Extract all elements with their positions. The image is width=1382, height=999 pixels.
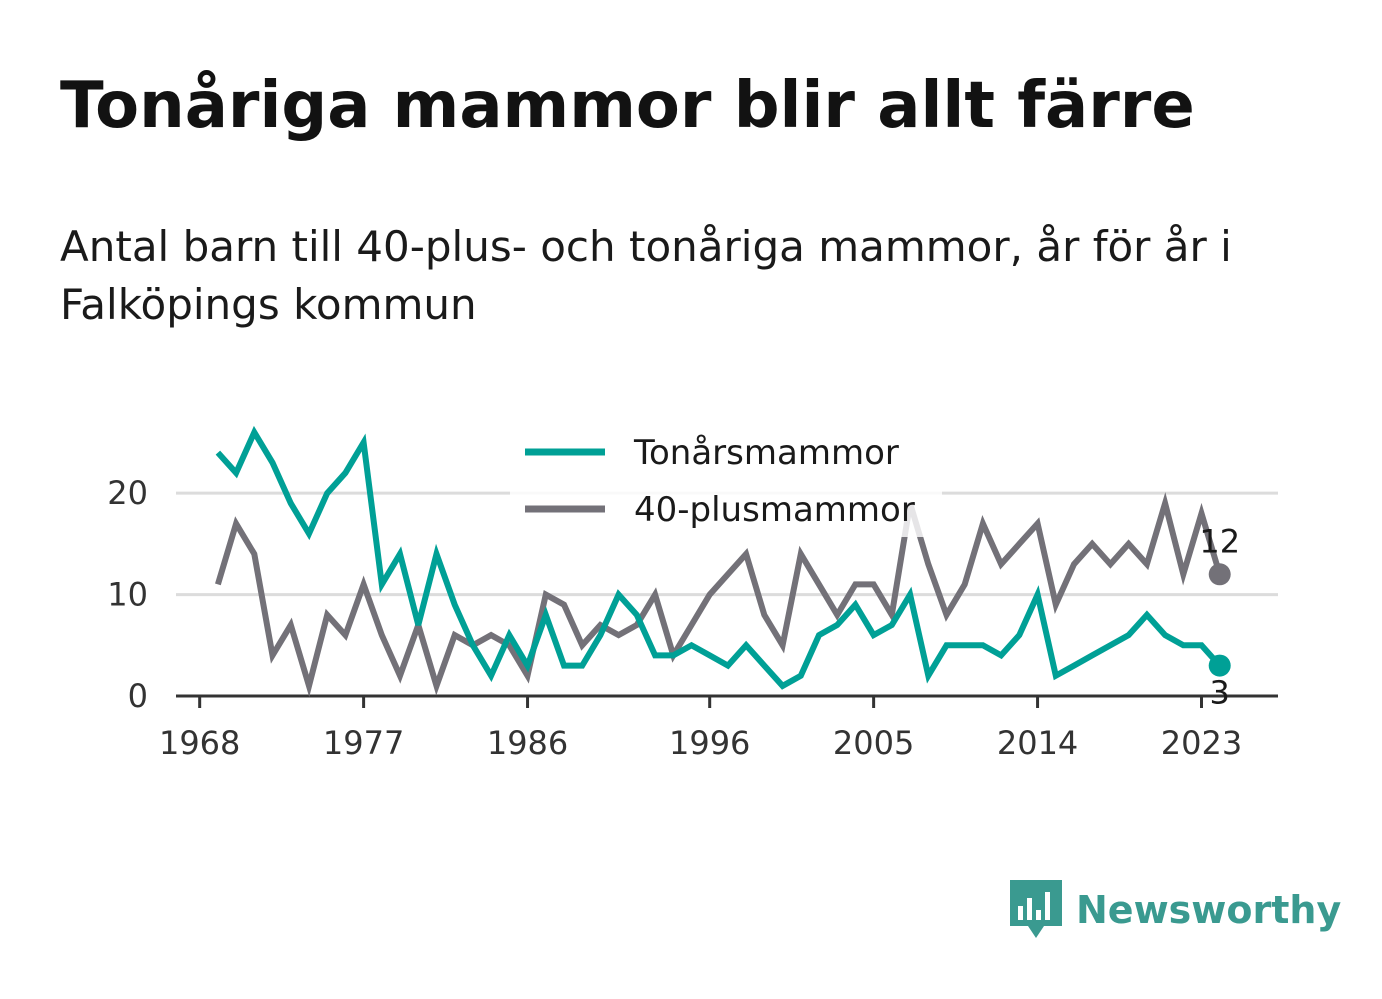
end-value-label: 3 (1210, 674, 1230, 712)
brand-name: Newsworthy (1076, 888, 1342, 932)
grid-lines: 0 10 20 (107, 474, 1278, 715)
x-tick-label: 2014 (997, 724, 1078, 762)
series-lines (215, 425, 1231, 698)
end-value-label: 12 (1199, 522, 1240, 560)
legend-background (510, 425, 942, 537)
y-tick-label: 20 (107, 474, 148, 512)
chart-title: Tonåriga mammor blir allt färre (60, 69, 1195, 143)
x-tick-label: 2023 (1161, 724, 1242, 762)
x-tick-label: 1986 (487, 724, 568, 762)
x-axis: 1968 1977 1986 1996 2005 2014 2023 (159, 694, 1278, 762)
series-end-point (1208, 654, 1231, 677)
legend-label: Tonårsmammor (633, 433, 899, 473)
end-labels: 3 12 (1199, 522, 1240, 711)
series-line (215, 425, 1222, 690)
series-line (215, 492, 1223, 698)
legend-label: 40-plusmammor (634, 490, 915, 530)
y-tick-label: 10 (107, 576, 148, 614)
y-tick-label: 0 (128, 677, 148, 715)
legend: Tonårsmammor 40-plusmammor (510, 425, 942, 537)
chart-subtitle: Antal barn till 40-plus- och tonåriga ma… (60, 222, 1232, 329)
x-tick-label: 1996 (669, 724, 750, 762)
x-tick-label: 2005 (833, 724, 914, 762)
x-tick-label: 1977 (323, 724, 404, 762)
newsworthy-logo: Newsworthy (1010, 878, 1341, 942)
series-end-point (1208, 563, 1231, 586)
bar-chart-speech-bubble-icon (1010, 880, 1062, 938)
x-tick-label: 1968 (159, 724, 240, 762)
